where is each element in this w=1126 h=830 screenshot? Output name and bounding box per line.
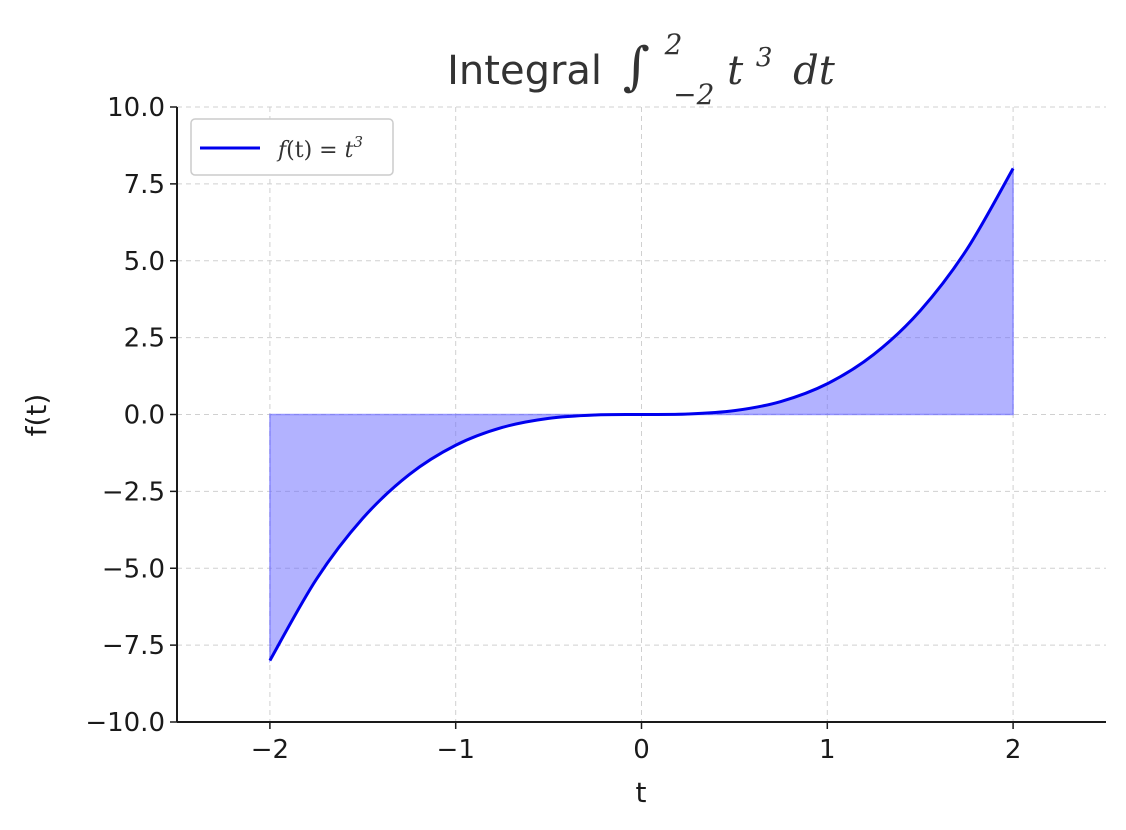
x-tick-label: 2 [1005, 735, 1022, 765]
title-lower-limit: −2 [673, 78, 714, 111]
x-tick-label: 0 [633, 735, 650, 765]
y-tick-label: −5.0 [102, 554, 165, 584]
y-axis-label: f(t) [20, 394, 53, 437]
axes [170, 106, 1106, 729]
y-tick-label: 5.0 [124, 247, 165, 277]
y-tick-label: 7.5 [124, 170, 165, 200]
y-tick-label: 10.0 [107, 93, 165, 123]
title-integral-sign: ∫ [623, 37, 650, 97]
y-tick-label: −7.5 [102, 631, 165, 661]
legend-entry-label: f(t) = t3 [276, 133, 363, 163]
tick-labels: −2 −1 0 1 2 −10.0 −7.5 −5.0 −2.5 0.0 2.5 5.0 7.5 10.0 [85, 93, 1021, 765]
title-integrand-base: t [727, 48, 744, 94]
series-line-t-cubed [268, 167, 1015, 662]
x-axis-label: t [636, 776, 647, 809]
y-tick-label: 2.5 [124, 324, 165, 354]
legend: f(t) = t3 [190, 118, 394, 176]
y-tick-label: −2.5 [102, 477, 165, 507]
chart-title: Integral ∫ 2 −2 t 3 dt [447, 18, 836, 114]
legend-box [190, 118, 394, 176]
x-tick-label: −1 [437, 735, 475, 765]
y-tick-label: 0.0 [124, 401, 165, 431]
y-tick-label: −10.0 [85, 708, 165, 738]
title-upper-limit: 2 [664, 28, 683, 61]
title-integrand-exp: 3 [756, 43, 773, 73]
title-prefix: Integral [447, 48, 602, 94]
x-tick-label: 1 [819, 735, 836, 765]
x-tick-label: −2 [251, 735, 289, 765]
title-differential: dt [793, 48, 836, 94]
